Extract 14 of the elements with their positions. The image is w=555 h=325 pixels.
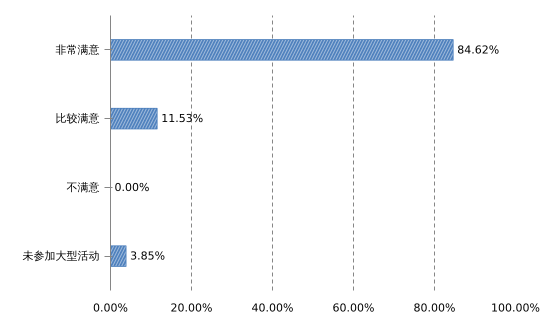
data-label: 0.00% — [114, 180, 150, 194]
data-label: 11.53% — [161, 112, 204, 126]
x-tick-label: 20.00% — [170, 302, 212, 314]
y-tick-label: 非常满意 — [56, 43, 100, 56]
data-label: 84.62% — [457, 43, 500, 56]
x-tick-label: 40.00% — [252, 302, 294, 314]
y-tick-label: 比较满意 — [56, 112, 100, 126]
x-tick-label: 60.00% — [332, 302, 374, 314]
x-tick-label: 0.00% — [93, 302, 128, 314]
y-tick-label: 未参加大型活动 — [22, 250, 100, 263]
y-tick-label: 不满意 — [66, 180, 100, 194]
x-tick-label: 100.00% — [491, 302, 540, 314]
x-tick-label: 80.00% — [414, 302, 456, 314]
data-label: 3.85% — [130, 250, 166, 263]
